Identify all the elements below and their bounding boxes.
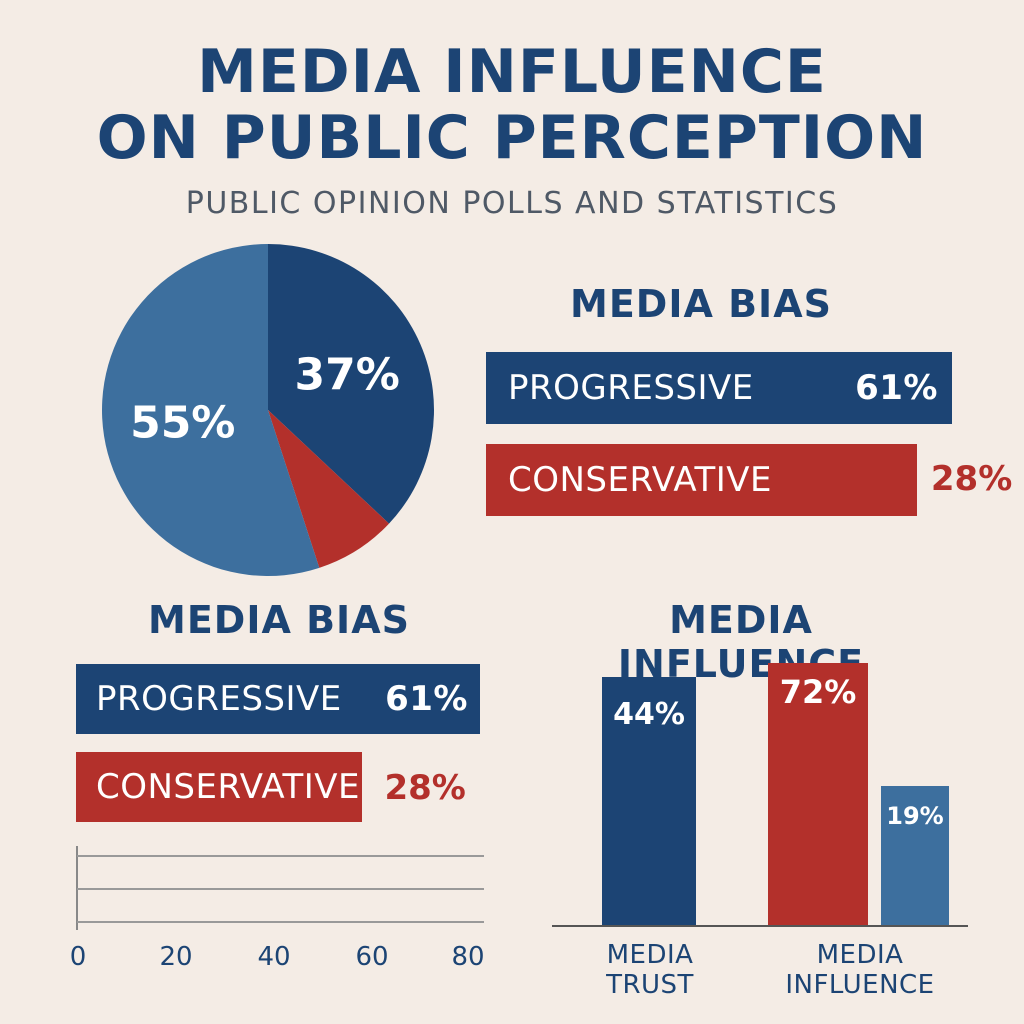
bar-value-media-influence-secondary: 19% <box>886 801 944 830</box>
influence-baseline <box>552 925 968 927</box>
page-title-line-2: ON PUBLIC PERCEPTION <box>96 103 928 173</box>
x-tick-label: 0 <box>69 942 87 972</box>
category-label-media-influence: MEDIA INFLUENCE <box>785 940 935 1000</box>
bar-progressive-bottom: PROGRESSIVE 61% <box>76 664 480 734</box>
page-subtitle: PUBLIC OPINION POLLS AND STATISTICS <box>185 186 839 221</box>
bar-value-media-influence: 72% <box>779 673 857 711</box>
x-tick-label: 60 <box>355 942 389 972</box>
pie-slice <box>268 244 434 524</box>
x-tick-label: 20 <box>159 942 193 972</box>
pie-slice-label: 55% <box>130 398 235 449</box>
bar-media-influence-secondary: 19% <box>881 785 949 925</box>
media-bias-title-bottom: MEDIA BIAS <box>148 598 410 642</box>
bar-conservative-top: CONSERVATIVE <box>486 444 917 516</box>
pie-slice <box>101 244 320 576</box>
bar-label-conservative-bottom: CONSERVATIVE <box>96 767 361 807</box>
category-label-media-trust: MEDIA TRUST <box>606 940 694 1000</box>
pie-slice-label: 37% <box>295 350 400 401</box>
bias-grid <box>76 846 484 930</box>
bar-media-trust: 44% <box>602 676 696 925</box>
bar-value-media-trust: 44% <box>613 696 685 732</box>
pie-slice <box>268 410 390 568</box>
media-influence-title: MEDIA INFLUENCE <box>617 598 865 686</box>
bar-media-influence: 72% <box>768 663 868 925</box>
media-bias-title-top: MEDIA BIAS <box>570 282 832 326</box>
x-tick-label: 40 <box>257 942 291 972</box>
bar-value-progressive-bottom: 61% <box>385 679 468 719</box>
bar-progressive-top: PROGRESSIVE 61% <box>486 352 952 424</box>
bar-label-progressive-bottom: PROGRESSIVE <box>96 679 342 719</box>
bar-label-conservative-top: CONSERVATIVE <box>508 460 773 500</box>
bar-value-conservative-bottom: 28% <box>384 768 466 808</box>
x-tick-label: 80 <box>451 942 485 972</box>
bar-value-progressive-top: 61% <box>855 368 938 408</box>
bar-label-progressive-top: PROGRESSIVE <box>508 368 754 408</box>
bar-value-conservative-top: 28% <box>930 459 1013 499</box>
pie-chart: 37% 55% <box>101 244 434 576</box>
page-title-line-1: MEDIA INFLUENCE <box>197 37 827 107</box>
bar-conservative-bottom: CONSERVATIVE <box>76 752 363 822</box>
